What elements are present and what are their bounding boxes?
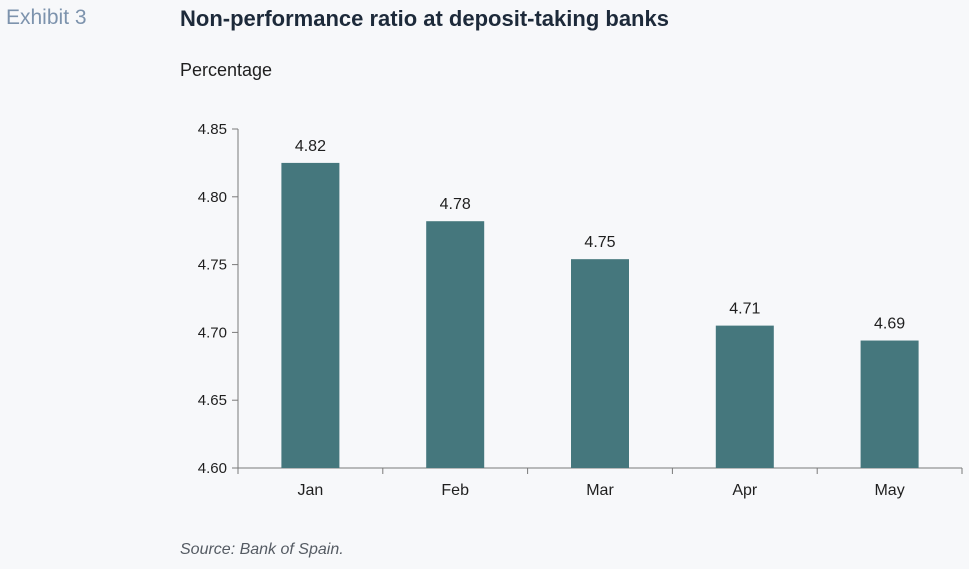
x-tick-label: May: [874, 482, 904, 499]
bar: [281, 162, 340, 468]
bar: [860, 340, 919, 468]
y-tick-label: 4.85: [198, 121, 227, 138]
data-label: 4.82: [295, 138, 326, 155]
y-tick-label: 4.70: [198, 324, 227, 341]
y-tick-label: 4.80: [198, 189, 227, 206]
bar: [426, 221, 485, 468]
bar: [715, 325, 774, 468]
x-tick-label: Apr: [732, 482, 758, 499]
x-tick-label: Jan: [298, 482, 324, 499]
chart-title: Non-performance ratio at deposit-taking …: [180, 6, 669, 31]
y-tick-label: 4.60: [198, 460, 227, 477]
exhibit-label: Exhibit 3: [6, 6, 87, 29]
data-label: 4.71: [729, 301, 760, 318]
y-tick-label: 4.75: [198, 257, 227, 274]
data-label: 4.75: [584, 234, 615, 251]
bar: [571, 259, 629, 468]
x-tick-label: Feb: [441, 482, 469, 499]
data-label: 4.78: [440, 196, 471, 213]
x-tick-label: Mar: [586, 482, 614, 499]
y-tick-label: 4.65: [198, 392, 227, 409]
source-note: Source: Bank of Spain.: [180, 541, 344, 558]
data-label: 4.69: [874, 316, 905, 333]
y-unit-label: Percentage: [180, 60, 273, 80]
